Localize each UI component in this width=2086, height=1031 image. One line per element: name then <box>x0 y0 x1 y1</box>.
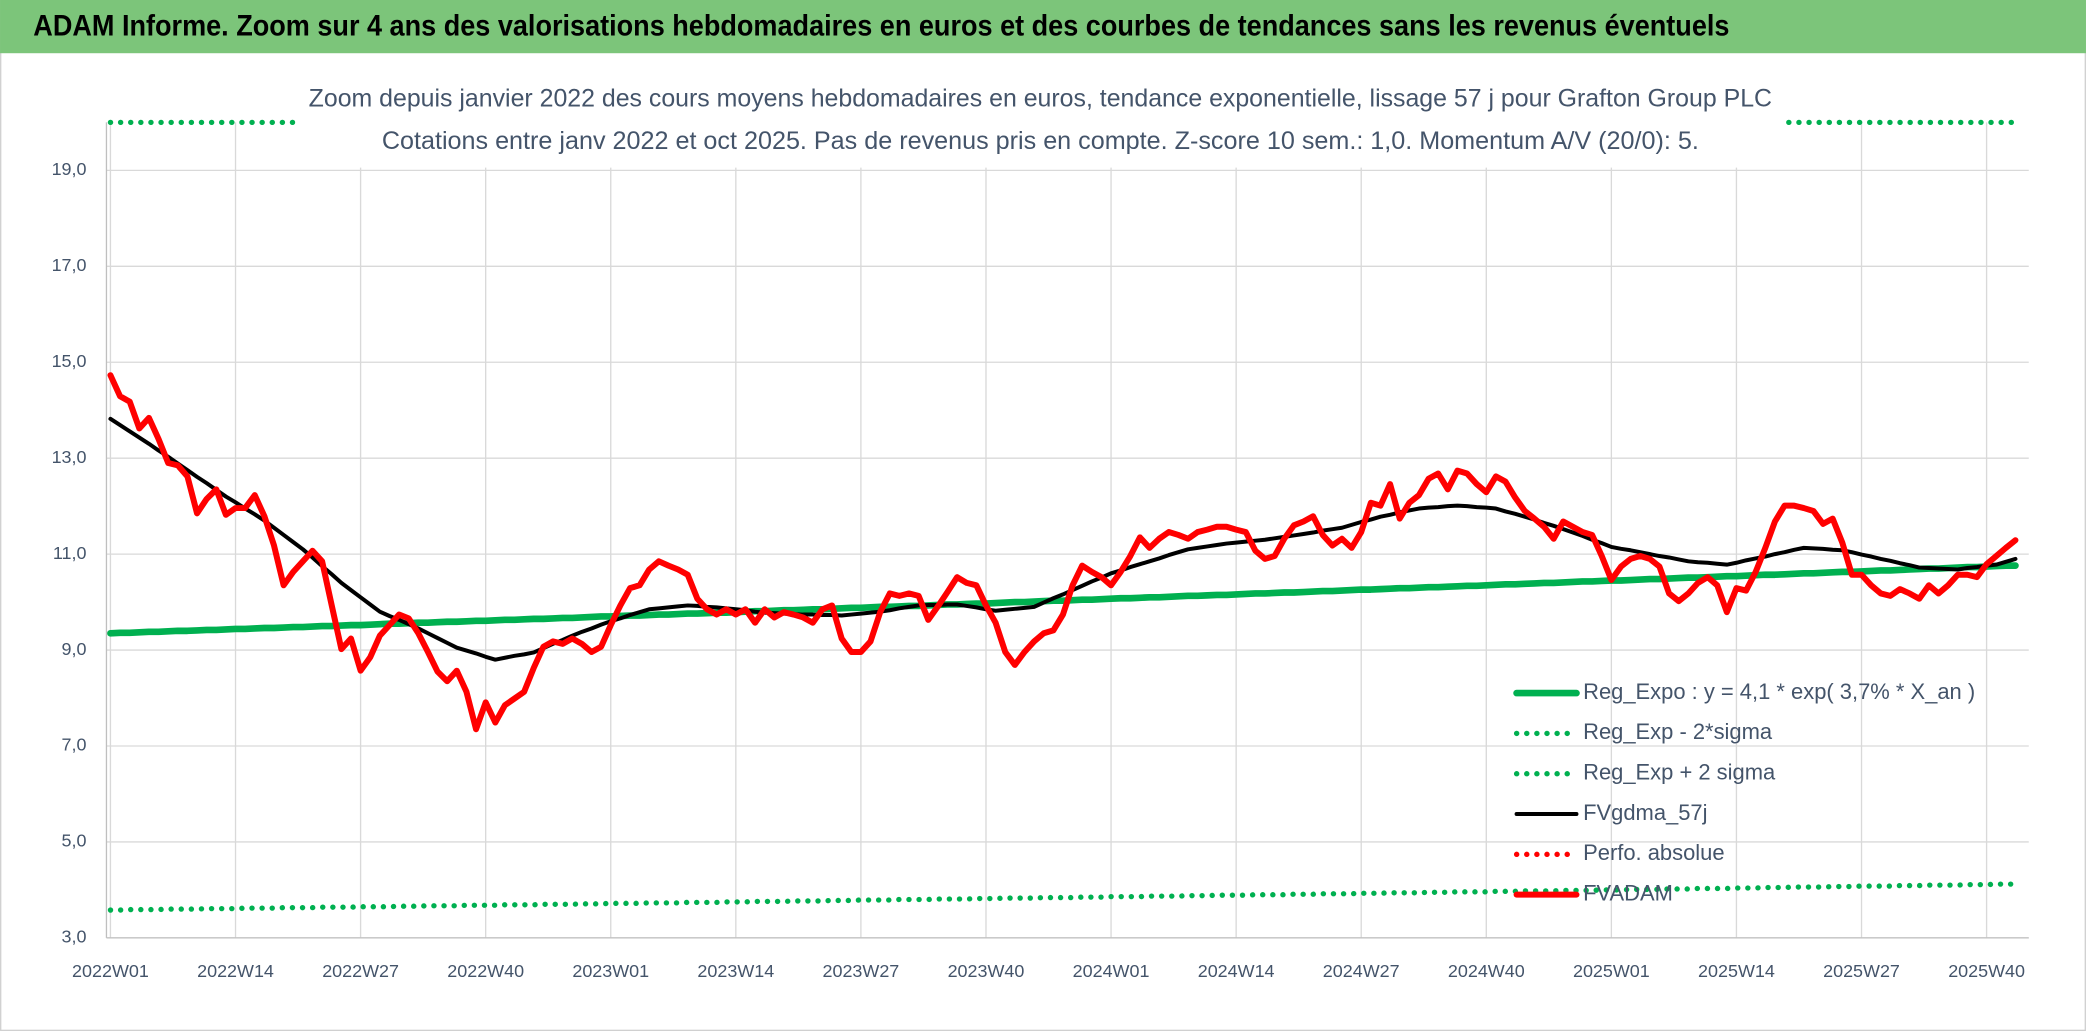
chart-subtitle: Cotations entre janv 2022 et oct 2025. P… <box>382 128 1699 155</box>
x-tick-label: 2024W01 <box>1073 961 1150 981</box>
y-tick-label: 17,0 <box>52 255 87 275</box>
y-tick-label: 9,0 <box>62 639 87 659</box>
x-tick-label: 2024W27 <box>1323 961 1400 981</box>
header-title: ADAM Informe. Zoom sur 4 ans des valoris… <box>33 11 1729 43</box>
y-tick-label: 3,0 <box>62 927 87 947</box>
legend-label: Perfo. absolue <box>1583 840 1724 865</box>
chart-title: Zoom depuis janvier 2022 des cours moyen… <box>309 85 1772 112</box>
series-line <box>107 881 2019 913</box>
x-tick-label: 2023W01 <box>572 961 649 981</box>
x-tick-label: 2022W01 <box>72 961 149 981</box>
x-tick-label: 2023W27 <box>823 961 900 981</box>
y-tick-label: 11,0 <box>53 543 87 563</box>
series-line <box>108 416 2018 662</box>
x-tick-label: 2025W40 <box>1948 961 2025 981</box>
x-tick-label: 2025W27 <box>1823 961 1900 981</box>
title-background <box>295 77 1786 168</box>
legend-label: FVgdma_57j <box>1583 800 1707 825</box>
legend-label: FVADAM <box>1583 880 1673 905</box>
grid: 3,0 5,0 7,0 9,0 11,0 13,0 15,0 17,0 19,0 2022W01 2… <box>52 122 2029 981</box>
x-tick-label: 2023W14 <box>697 961 774 981</box>
legend-label: Reg_Exp + 2 sigma <box>1583 760 1776 785</box>
x-tick-label: 2023W40 <box>948 961 1025 981</box>
x-tick-label: 2022W27 <box>322 961 399 981</box>
x-tick-label: 2022W40 <box>447 961 524 981</box>
legend-label: Reg_Exp - 2*sigma <box>1583 719 1773 744</box>
x-tick-label: 2024W40 <box>1448 961 1525 981</box>
series-line <box>107 562 2019 637</box>
y-tick-label: 15,0 <box>52 351 87 371</box>
x-tick-label: 2025W14 <box>1698 961 1775 981</box>
legend-label: Reg_Expo : y = 4,1 * exp( 3,7% * X_an ) <box>1583 679 1975 704</box>
header-bar <box>0 0 2086 54</box>
series-line <box>107 372 2019 733</box>
y-tick-label: 13,0 <box>52 447 87 467</box>
legend: Reg_Expo : y = 4,1 * exp( 3,7% * X_an ) R… <box>1513 679 1975 905</box>
y-tick-label: 19,0 <box>52 159 87 179</box>
x-tick-label: 2024W14 <box>1198 961 1275 981</box>
y-tick-label: 7,0 <box>62 735 87 755</box>
x-tick-label: 2025W01 <box>1573 961 1650 981</box>
y-tick-label: 5,0 <box>62 831 87 851</box>
x-tick-label: 2022W14 <box>197 961 274 981</box>
